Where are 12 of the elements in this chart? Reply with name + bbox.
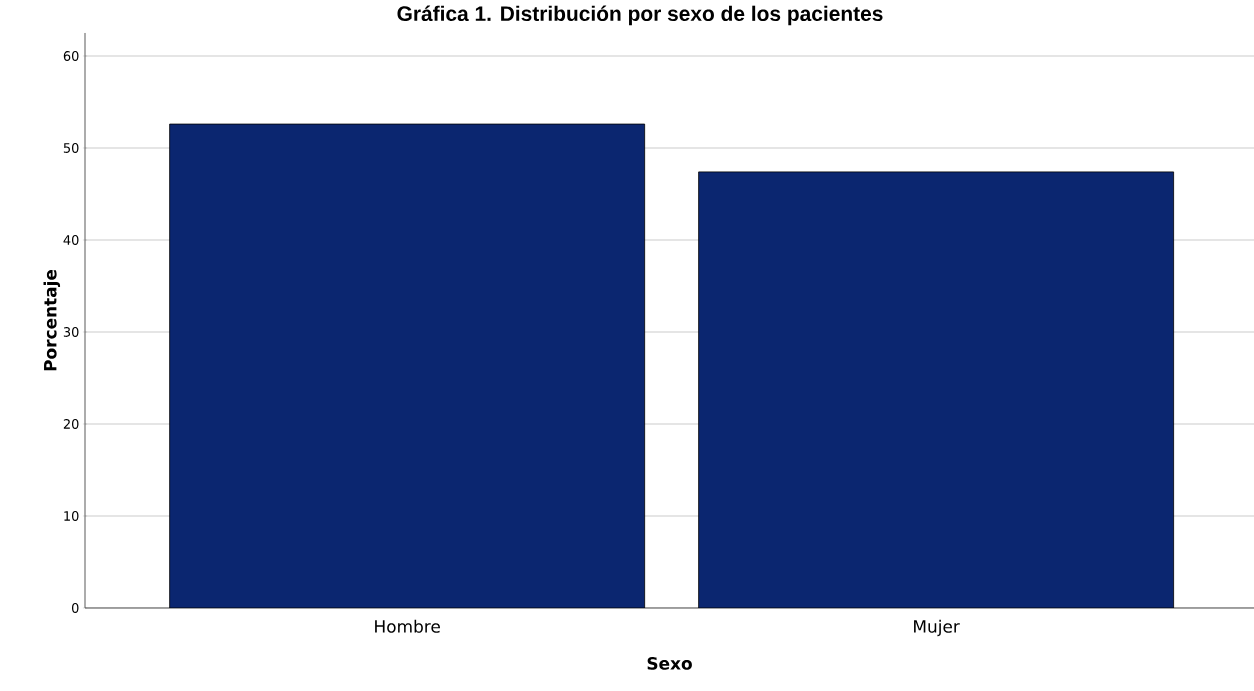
chart-title: Gráfica 1. Distribución por sexo de los pacientes [397,5,883,26]
x-axis-title: Sexo [647,656,692,670]
y-tick-label: 10 [64,511,79,521]
y-tick-label: 40 [63,235,79,245]
y-tick-label: 0 [71,603,79,613]
y-tick-label: 50 [63,143,79,153]
y-tick-label: 20 [63,419,79,429]
x-tick-label: Hombre [375,619,440,633]
y-axis-title: Porcentaje [43,269,61,371]
x-tick-label: Mujer [914,619,960,637]
y-tick-label: 60 [63,51,79,61]
y-tick-label: 30 [63,327,79,337]
